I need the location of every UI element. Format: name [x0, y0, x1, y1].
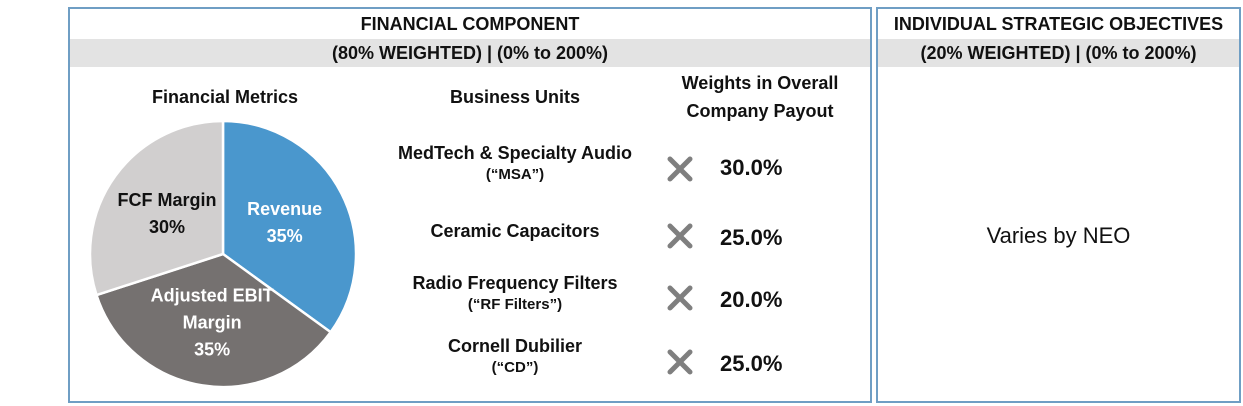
business-unit-cd: Cornell Dubilier (“CD”) — [375, 334, 655, 378]
pie-slice-label: FCF Margin 30% — [118, 190, 217, 237]
business-unit-name: Ceramic Capacitors — [430, 221, 600, 241]
business-unit-weight: 20.0% — [720, 287, 783, 312]
business-unit-weight: 30.0% — [720, 155, 783, 180]
pie-slice-name: Margin — [183, 312, 242, 332]
pie-slice — [94, 252, 333, 389]
pie-slice-value: 30% — [149, 217, 185, 237]
financial-component-title: FINANCIAL COMPONENT — [360, 14, 580, 34]
financial-component-panel: FINANCIAL COMPONENT (80% WEIGHTED) | (0%… — [68, 7, 872, 403]
multiply-x-icon — [667, 223, 693, 249]
business-unit-name: Cornell Dubilier — [447, 336, 582, 356]
multiply-x-icon — [667, 285, 693, 311]
pie-slice-name: Revenue — [247, 199, 322, 219]
financial-metrics-pie-chart: Revenue 35% Adjusted EBIT Margin 35% FCF Marg… — [88, 119, 358, 389]
weights-header-line1: Weights in Overall — [681, 73, 839, 93]
strategic-objectives-panel: INDIVIDUAL STRATEGIC OBJECTIVES (20% WEI… — [876, 7, 1241, 403]
weights-header: Weights in Overall Company Payout — [640, 69, 880, 125]
strategic-objectives-title: INDIVIDUAL STRATEGIC OBJECTIVES — [893, 14, 1224, 34]
varies-by-neo-text: Varies by NEO — [986, 223, 1131, 248]
business-units-header: Business Units — [449, 87, 581, 107]
business-unit-msa: MedTech & Specialty Audio (“MSA”) — [375, 141, 655, 185]
pie-slice-name: Adjusted EBIT — [151, 285, 274, 305]
pie-slice — [88, 119, 225, 297]
pie-slice-value: 35% — [267, 226, 303, 246]
multiply-x-icon — [667, 156, 693, 182]
pie-slice-value: 35% — [194, 339, 230, 359]
financial-component-subtitle: (80% WEIGHTED) | (0% to 200%) — [70, 39, 870, 67]
pie-slice-label: Adjusted EBIT Margin 35% — [151, 285, 274, 359]
business-unit-name: MedTech & Specialty Audio — [397, 143, 633, 163]
business-unit-rf-filters: Radio Frequency Filters (“RF Filters”) — [375, 271, 655, 315]
business-unit-abbr: (“MSA”) — [485, 166, 545, 183]
pie-slice-label: Revenue 35% — [247, 199, 322, 246]
business-unit-weight: 25.0% — [720, 225, 783, 250]
business-unit-weight: 25.0% — [720, 351, 783, 376]
financial-metrics-header: Financial Metrics — [151, 87, 299, 107]
business-unit-abbr: (“CD”) — [491, 359, 539, 376]
business-unit-ceramic: Ceramic Capacitors — [375, 219, 655, 243]
pie-slice-name: FCF Margin — [118, 190, 217, 210]
weights-header-line2: Company Payout — [686, 101, 834, 121]
strategic-objectives-subtitle: (20% WEIGHTED) | (0% to 200%) — [878, 39, 1239, 67]
pie-slice — [221, 119, 358, 334]
business-unit-name: Radio Frequency Filters — [412, 273, 618, 293]
business-unit-abbr: (“RF Filters”) — [467, 296, 563, 313]
multiply-x-icon — [667, 349, 693, 375]
